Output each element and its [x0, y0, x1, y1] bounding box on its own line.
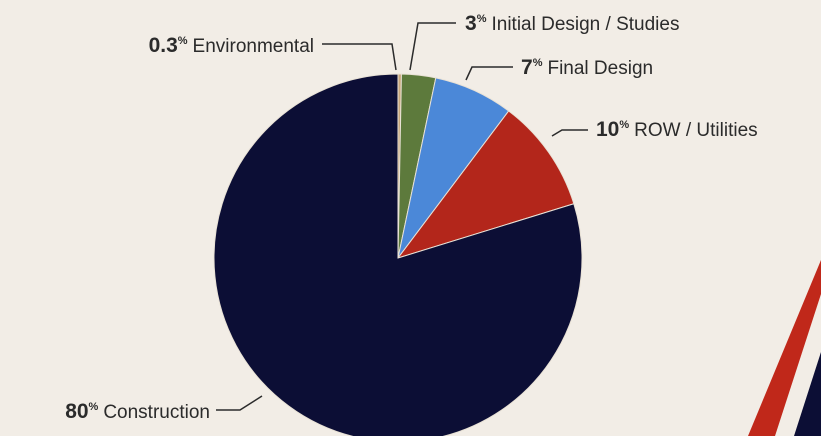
data-label-category: Construction: [103, 402, 210, 423]
leader-line-initial-design-studies: [409, 22, 456, 71]
data-label-category: Environmental: [193, 36, 314, 57]
data-label-initial-design-studies: 3% Initial Design / Studies: [465, 12, 679, 35]
leader-line-environmental: [322, 43, 397, 71]
data-label-value: 7: [521, 56, 533, 79]
data-label-value: 3: [465, 12, 477, 35]
leader-line-row-utilities: [551, 129, 588, 137]
data-label-category: Initial Design / Studies: [491, 14, 679, 35]
data-label-row-utilities: 10% ROW / Utilities: [596, 118, 758, 141]
data-label-environmental: 0.3% Environmental: [149, 34, 314, 57]
data-label-unit: %: [477, 13, 487, 25]
data-label-category: Final Design: [547, 58, 653, 79]
pie-slices: [213, 73, 583, 436]
leader-line-construction: [216, 395, 263, 411]
data-label-final-design: 7% Final Design: [521, 56, 653, 79]
pie-slice-construction: [213, 73, 583, 436]
leader-line-final-design: [465, 66, 513, 81]
data-label-unit: %: [178, 35, 188, 47]
decorative-stripes: [748, 260, 821, 436]
data-label-unit: %: [89, 401, 99, 413]
data-label-category: ROW / Utilities: [634, 120, 758, 141]
data-label-value: 80: [65, 400, 88, 423]
data-labels: 0.3% Environmental 3% Initial Design / Stud…: [65, 12, 757, 423]
data-label-value: 0.3: [149, 34, 178, 57]
data-label-unit: %: [619, 119, 629, 131]
leader-lines: [216, 22, 588, 411]
decorative-navy-stripe: [794, 352, 821, 436]
data-label-unit: %: [533, 57, 543, 69]
data-label-value: 10: [596, 118, 619, 141]
pie-slice-row-utilities: [396, 110, 575, 259]
data-label-construction: 80% Construction: [65, 400, 210, 423]
decorative-red-stripe: [748, 260, 821, 436]
